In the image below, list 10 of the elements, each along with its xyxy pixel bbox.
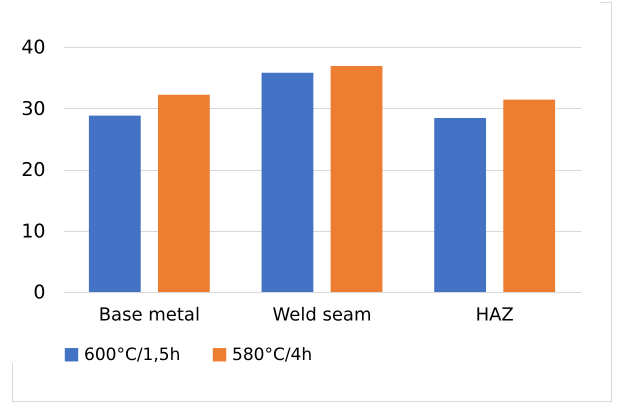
y-tick-label: 40 <box>21 36 46 58</box>
legend-label: 600°C/1,5h <box>84 344 180 365</box>
y-tick-label: 10 <box>21 220 46 242</box>
y-tick-label: 20 <box>21 159 46 181</box>
x-tick-label: Weld seam <box>272 304 372 326</box>
legend-label: 580°C/4h <box>232 344 312 365</box>
y-tick-label: 30 <box>21 98 46 120</box>
y-tick-label: 0 <box>33 282 46 304</box>
x-tick-label: Base metal <box>98 304 200 326</box>
x-tick-label: HAZ <box>476 304 514 326</box>
